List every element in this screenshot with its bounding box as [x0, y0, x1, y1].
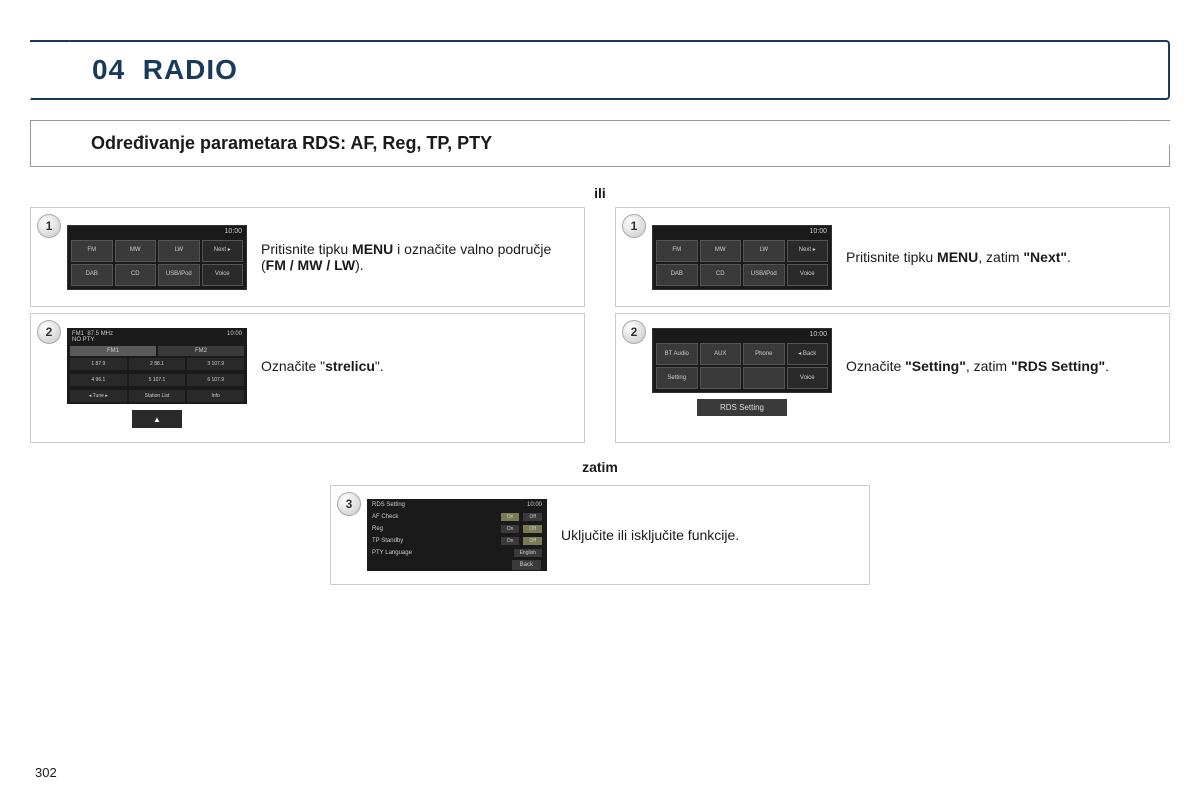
- menu-voice: Voice: [787, 264, 829, 286]
- rds-settings-screen: RDS Setting 10:00 AF Check On Off Reg On…: [367, 499, 547, 571]
- step-number-badge: 1: [622, 214, 646, 238]
- page-number: 302: [35, 765, 57, 780]
- menu-item: USB/iPod: [158, 264, 200, 286]
- menu-item: USB/iPod: [743, 264, 785, 286]
- menu-item: DAB: [656, 264, 698, 286]
- rds-back: Back: [512, 560, 541, 570]
- step-text: Uključite ili isključite funkcije.: [561, 527, 859, 543]
- screen-time: 10:00: [227, 331, 242, 343]
- menu-item: CD: [115, 264, 157, 286]
- step-number-badge: 1: [37, 214, 61, 238]
- menu-screen: 10:00 FM MW LW Next ▸ DAB CD USB/iPod Vo…: [652, 225, 832, 290]
- step-2-right: 2 10:00 BT Audio AUX Phone ◂ Back Settin…: [615, 313, 1170, 443]
- screen-time: 10:00: [809, 331, 827, 338]
- menu-item: MW: [700, 240, 742, 262]
- section-header: 04 RADIO: [30, 40, 1170, 100]
- menu-voice: Voice: [787, 367, 829, 389]
- menu-item: AUX: [700, 343, 742, 365]
- step-number-badge: 2: [622, 320, 646, 344]
- menu-item: DAB: [71, 264, 113, 286]
- menu-item: LW: [158, 240, 200, 262]
- section-name: RADIO: [143, 54, 238, 85]
- connector-then: zatim: [30, 459, 1170, 475]
- menu-item: Setting: [656, 367, 698, 389]
- connector-or: ili: [30, 185, 1170, 201]
- subsection-title: Određivanje parametara RDS: AF, Reg, TP,…: [91, 133, 1139, 154]
- menu-voice: Voice: [202, 264, 244, 286]
- menu-next: Next ▸: [202, 240, 244, 262]
- menu-item: BT Audio: [656, 343, 698, 365]
- menu-next: Next ▸: [787, 240, 829, 262]
- steps-columns: 1 10:00 FM MW LW Next ▸ DAB CD USB/iPod …: [30, 207, 1170, 449]
- fm-tab: FM2: [158, 346, 244, 356]
- screen-time: 10:00: [224, 228, 242, 235]
- fm-screen-wrapper: FM1 87.5 MHzNO PTY 10:00 FM1 FM2 1 87.9 …: [67, 328, 247, 428]
- step-3: 3 RDS Setting 10:00 AF Check On Off Reg …: [330, 485, 870, 585]
- menu-item: MW: [115, 240, 157, 262]
- menu-item: Phone: [743, 343, 785, 365]
- step-number-badge: 2: [37, 320, 61, 344]
- subsection-header: Određivanje parametara RDS: AF, Reg, TP,…: [30, 120, 1170, 167]
- fm-screen: FM1 87.5 MHzNO PTY 10:00 FM1 FM2 1 87.9 …: [67, 328, 247, 404]
- menu-item: FM: [71, 240, 113, 262]
- menu-item: LW: [743, 240, 785, 262]
- fm-tab: FM1: [70, 346, 156, 356]
- section-number: 04: [92, 54, 125, 85]
- step-text: Pritisnite tipku MENU, zatim "Next".: [846, 249, 1159, 265]
- rds-setting-button: RDS Setting: [697, 399, 787, 416]
- step-3-wrapper: 3 RDS Setting 10:00 AF Check On Off Reg …: [330, 485, 870, 585]
- step-1-left: 1 10:00 FM MW LW Next ▸ DAB CD USB/iPod …: [30, 207, 585, 307]
- menu2-screen: 10:00 BT Audio AUX Phone ◂ Back Setting …: [652, 328, 832, 393]
- step-text: Pritisnite tipku MENU i označite valno p…: [261, 241, 574, 273]
- menu-item: [743, 367, 785, 389]
- column-right: 1 10:00 FM MW LW Next ▸ DAB CD USB/iPod …: [615, 207, 1170, 449]
- step-2-left: 2 FM1 87.5 MHzNO PTY 10:00 FM1 FM2 1 87.…: [30, 313, 585, 443]
- section-title: 04 RADIO: [92, 54, 1138, 86]
- menu-screen: 10:00 FM MW LW Next ▸ DAB CD USB/iPod Vo…: [67, 225, 247, 290]
- step-1-right: 1 10:00 FM MW LW Next ▸ DAB CD USB/iPod …: [615, 207, 1170, 307]
- step-text: Označite "strelicu".: [261, 328, 574, 374]
- step-number-badge: 3: [337, 492, 361, 516]
- menu2-wrapper: 10:00 BT Audio AUX Phone ◂ Back Setting …: [652, 328, 832, 416]
- arrow-up-icon: ▲: [132, 410, 182, 428]
- menu-item: FM: [656, 240, 698, 262]
- column-left: 1 10:00 FM MW LW Next ▸ DAB CD USB/iPod …: [30, 207, 585, 449]
- screen-time: 10:00: [527, 502, 542, 508]
- menu-back: ◂ Back: [787, 343, 829, 365]
- screen-time: 10:00: [809, 228, 827, 235]
- menu-item: [700, 367, 742, 389]
- rds-title: RDS Setting: [372, 502, 405, 508]
- menu-item: CD: [700, 264, 742, 286]
- step-text: Označite "Setting", zatim "RDS Setting".: [846, 328, 1159, 374]
